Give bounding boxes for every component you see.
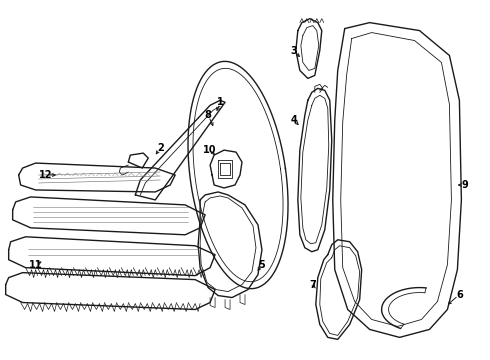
Text: 9: 9: [462, 180, 469, 190]
Text: 11: 11: [29, 260, 42, 270]
Text: 10: 10: [203, 145, 217, 155]
Text: 8: 8: [205, 110, 212, 120]
Text: 7: 7: [309, 280, 316, 289]
Text: 12: 12: [39, 170, 52, 180]
Text: 1: 1: [217, 97, 223, 107]
Text: 6: 6: [456, 289, 463, 300]
Text: 3: 3: [291, 45, 297, 55]
Text: 2: 2: [157, 143, 164, 153]
Text: 4: 4: [291, 115, 297, 125]
Text: 5: 5: [259, 260, 265, 270]
